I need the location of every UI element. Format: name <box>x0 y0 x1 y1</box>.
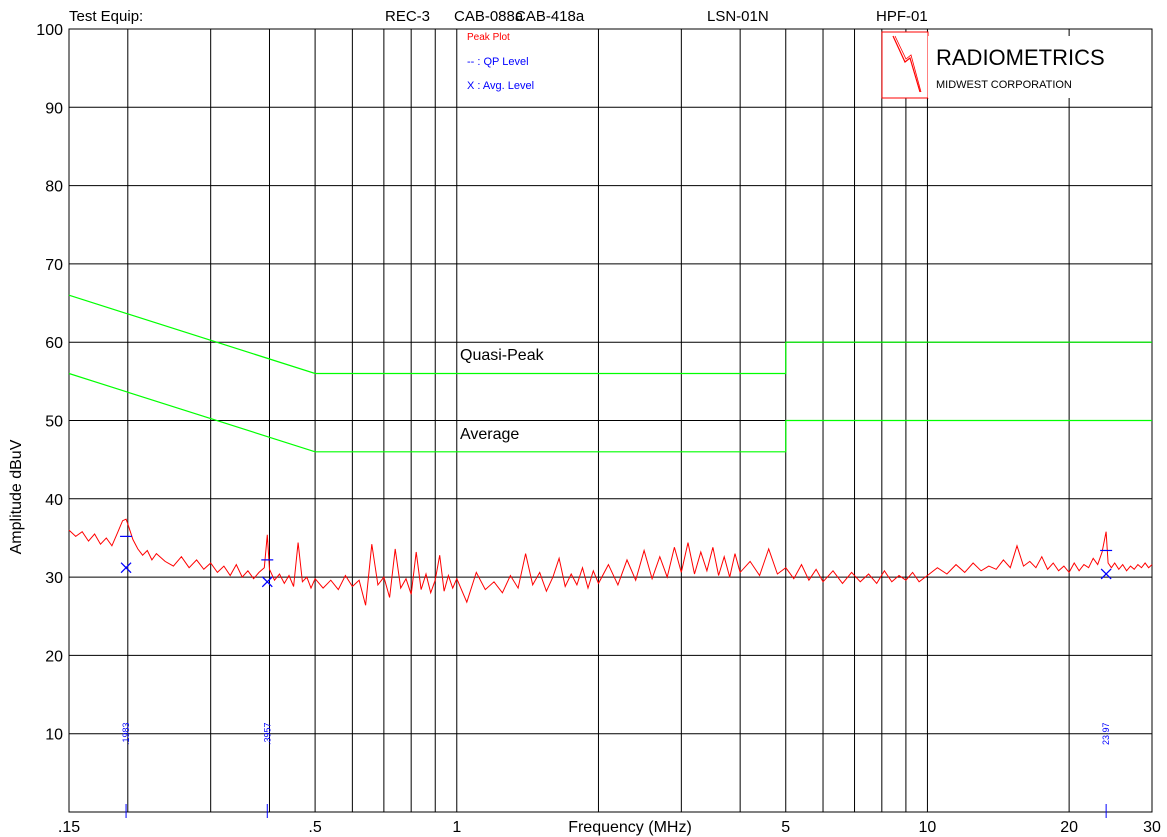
avg-marker <box>120 562 132 574</box>
legend-avg: X : Avg. Level <box>467 80 534 92</box>
x-tick-label: .5 <box>308 819 321 836</box>
logo-name: RADIOMETRICS <box>936 45 1105 70</box>
marker-freq-label: 23.97 <box>1101 722 1111 745</box>
y-tick-label: 20 <box>45 648 63 665</box>
avg-marker-stroke <box>120 562 132 574</box>
equip-lsn: LSN-01N <box>707 8 769 25</box>
marker-freq-label: .1983 <box>121 722 131 745</box>
y-axis-label: Amplitude dBuV <box>8 439 25 554</box>
y-tick-label: 100 <box>36 22 63 39</box>
x-axis-label: Frequency (MHz) <box>568 819 692 836</box>
x-tick-label: 20 <box>1060 819 1078 836</box>
logo-sub: MIDWEST CORPORATION <box>936 79 1072 91</box>
y-tick-label: 30 <box>45 570 63 587</box>
legend-peak: Peak Plot <box>467 32 510 43</box>
peak-series-line <box>68 518 1153 606</box>
y-tick-label: 40 <box>45 492 63 509</box>
avg-marker <box>1100 568 1112 580</box>
equip-rec: REC-3 <box>385 8 430 25</box>
limit-lines <box>68 294 1152 453</box>
y-tick-label: 60 <box>45 335 63 352</box>
y-tick-label: 10 <box>45 727 63 744</box>
lightning-bolt-icon <box>892 35 921 93</box>
avg-marker-stroke <box>1100 568 1112 580</box>
limit-line <box>68 372 1152 453</box>
x-tick-label: 30 <box>1143 819 1161 836</box>
annotation-average: Average <box>460 426 519 443</box>
avg-marker <box>261 576 273 588</box>
legend-qp: -- : QP Level <box>467 56 529 68</box>
x-tick-label: 5 <box>781 819 790 836</box>
y-tick-label: 70 <box>45 257 63 274</box>
limit-line <box>68 294 1152 375</box>
y-tick-label: 90 <box>45 100 63 117</box>
equip-cab-418: CAB-418a <box>515 8 585 25</box>
measurement-markers: .1983 .3957 23.97 <box>120 535 1113 818</box>
x-tick-label: 10 <box>919 819 937 836</box>
axis-labels: 10 20 30 40 50 60 70 80 90 100 .15 .5 1 5 10 20 30 <box>36 22 1161 836</box>
test-equip-label: Test Equip: <box>69 8 143 25</box>
x-tick-label: 1 <box>452 819 461 836</box>
y-tick-label: 80 <box>45 179 63 196</box>
avg-marker-stroke <box>261 576 273 588</box>
x-tick-label: .15 <box>58 819 80 836</box>
annotation-quasi-peak: Quasi-Peak <box>460 347 545 364</box>
radiometrics-logo: RADIOMETRICS MIDWEST CORPORATION <box>881 31 1142 99</box>
equip-cab-088: CAB-088a <box>454 8 524 25</box>
y-tick-label: 50 <box>45 414 63 431</box>
peak-trace <box>68 518 1153 606</box>
equip-hpf: HPF-01 <box>876 8 928 25</box>
marker-freq-label: .3957 <box>262 722 272 745</box>
